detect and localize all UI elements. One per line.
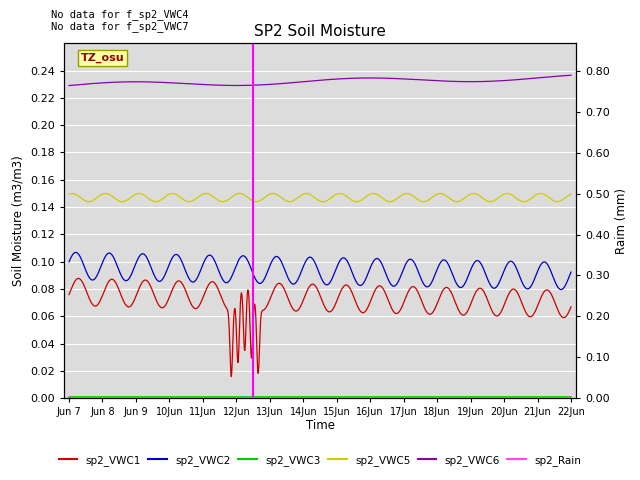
Text: TZ_osu: TZ_osu: [81, 53, 124, 63]
Legend: sp2_VWC1, sp2_VWC2, sp2_VWC3, sp2_VWC5, sp2_VWC6, sp2_Rain: sp2_VWC1, sp2_VWC2, sp2_VWC3, sp2_VWC5, …: [54, 451, 586, 470]
Text: No data for f_sp2_VWC4: No data for f_sp2_VWC4: [51, 9, 189, 20]
Text: No data for f_sp2_VWC7: No data for f_sp2_VWC7: [51, 21, 189, 32]
Y-axis label: Soil Moisture (m3/m3): Soil Moisture (m3/m3): [12, 156, 24, 286]
X-axis label: Time: Time: [305, 419, 335, 432]
Y-axis label: Raim (mm): Raim (mm): [615, 188, 628, 254]
Title: SP2 Soil Moisture: SP2 Soil Moisture: [254, 24, 386, 39]
